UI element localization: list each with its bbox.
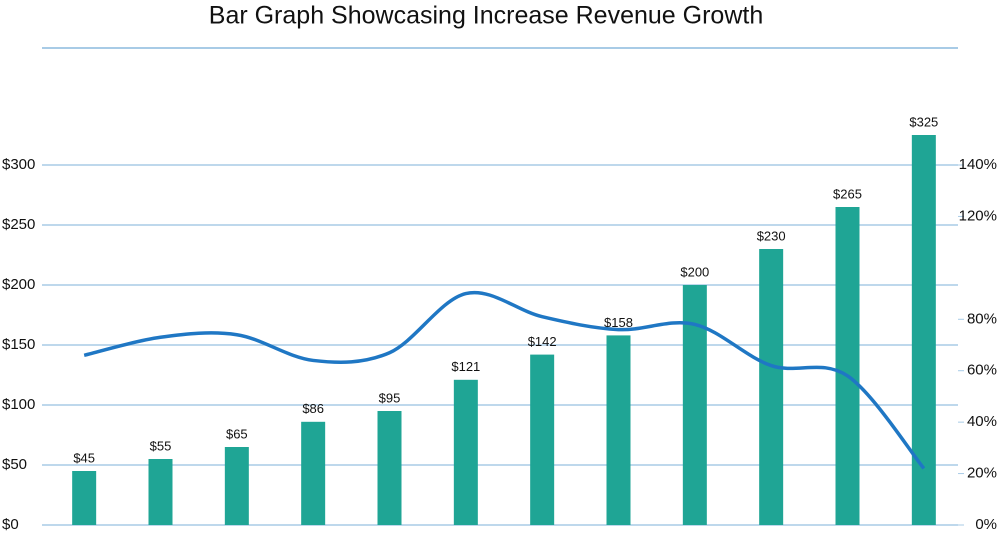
value-label: $142 bbox=[528, 334, 557, 349]
value-label: $325 bbox=[909, 114, 938, 129]
bar bbox=[72, 471, 97, 525]
bar bbox=[224, 447, 249, 525]
value-label: $45 bbox=[73, 450, 95, 465]
bar bbox=[530, 354, 555, 525]
line bbox=[83, 290, 926, 470]
bar bbox=[759, 249, 784, 525]
y-tick-label: $50 bbox=[2, 456, 27, 473]
bar bbox=[377, 411, 402, 525]
value-label: $230 bbox=[757, 228, 786, 243]
bar bbox=[835, 207, 860, 525]
bar bbox=[301, 421, 326, 525]
y-tick-label: $150 bbox=[2, 336, 35, 353]
y-tick-label: $250 bbox=[2, 216, 35, 233]
y-tick-label: $100 bbox=[2, 396, 35, 413]
chart-title: Bar Graph Showcasing Increase Revenue Gr… bbox=[209, 2, 763, 30]
value-label: $55 bbox=[150, 438, 172, 453]
y2-tick-label: 60% bbox=[967, 362, 997, 379]
y-tick-label: $300 bbox=[2, 156, 35, 173]
value-label: $200 bbox=[680, 264, 709, 279]
value-label: $95 bbox=[379, 390, 401, 405]
value-label: $121 bbox=[451, 359, 480, 374]
y-tick-label: $0 bbox=[2, 516, 19, 533]
value-label: $86 bbox=[302, 401, 324, 416]
y2-tick-label: 20% bbox=[967, 465, 997, 482]
y2-tick-label: 0% bbox=[975, 516, 997, 533]
value-label: $158 bbox=[604, 315, 633, 330]
bar bbox=[682, 285, 707, 525]
y2-tick-label: 80% bbox=[967, 310, 997, 327]
bar bbox=[606, 335, 631, 525]
bar bbox=[148, 459, 173, 525]
y2-tick-label: 40% bbox=[967, 413, 997, 430]
bar bbox=[453, 379, 478, 525]
y2-tick-label: 120% bbox=[959, 207, 997, 224]
y-tick-label: $200 bbox=[2, 276, 35, 293]
value-label: $265 bbox=[833, 186, 862, 201]
value-label: $65 bbox=[226, 426, 248, 441]
y2-tick-label: 140% bbox=[959, 156, 997, 173]
